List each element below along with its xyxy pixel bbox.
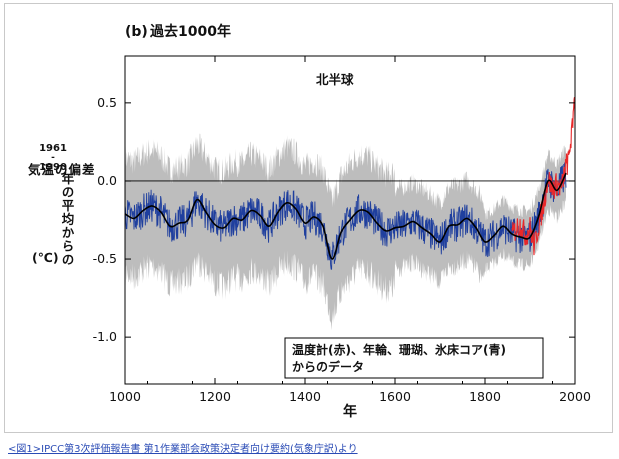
x-tick-label: 1000 xyxy=(109,389,141,404)
panel-label: (b) xyxy=(125,24,148,40)
figure-frame: (b) 過去1000年 1961 - 1990 年の平均からの 気温の偏差 (℃… xyxy=(4,3,613,433)
chart-title: 過去1000年 xyxy=(149,23,231,40)
x-tick-label: 1400 xyxy=(289,389,321,404)
y-tick-label: 0.0 xyxy=(97,173,117,188)
x-tick-label: 1200 xyxy=(199,389,231,404)
y-axis-title-unit: (℃) xyxy=(32,250,59,265)
legend-line1: 温度計(赤)、年輪、珊瑚、氷床コア(青) xyxy=(292,342,506,357)
y-tick-label: 0.5 xyxy=(97,95,117,110)
source-caption[interactable]: <図1>IPCC第3次評価報告書 第1作業部会政策決定者向け要約(気象庁訳)より xyxy=(8,444,358,455)
legend-box xyxy=(284,337,544,379)
y-axis-title-year-bottom: 1990 xyxy=(39,162,67,173)
temperature-anomaly-chart: (b) 過去1000年 1961 - 1990 年の平均からの 気温の偏差 (℃… xyxy=(28,23,591,420)
x-axis-title: 年 xyxy=(343,403,357,420)
y-axis-title-year-top: 1961 xyxy=(39,143,67,154)
smoothed-series-line xyxy=(125,172,567,260)
x-tick-label: 1600 xyxy=(379,389,411,404)
y-tick-label: -0.5 xyxy=(93,251,117,266)
y-axis-title-line2: 気温の偏差 xyxy=(28,162,96,177)
y-tick-label: -1.0 xyxy=(93,329,117,344)
y-axis-title-year-sep: - xyxy=(51,153,55,163)
x-tick-label: 1800 xyxy=(469,389,501,404)
y-axis-title: 1961 - 1990 年の平均からの 気温の偏差 (℃) xyxy=(28,143,96,267)
plot-area-border xyxy=(124,55,576,385)
legend-line2: からのデータ xyxy=(292,359,364,374)
region-label: 北半球 xyxy=(316,72,354,87)
x-tick-label: 2000 xyxy=(559,389,591,404)
y-axis-title-line1: 年の平均からの xyxy=(60,171,75,267)
proxy-series-line xyxy=(125,162,567,270)
